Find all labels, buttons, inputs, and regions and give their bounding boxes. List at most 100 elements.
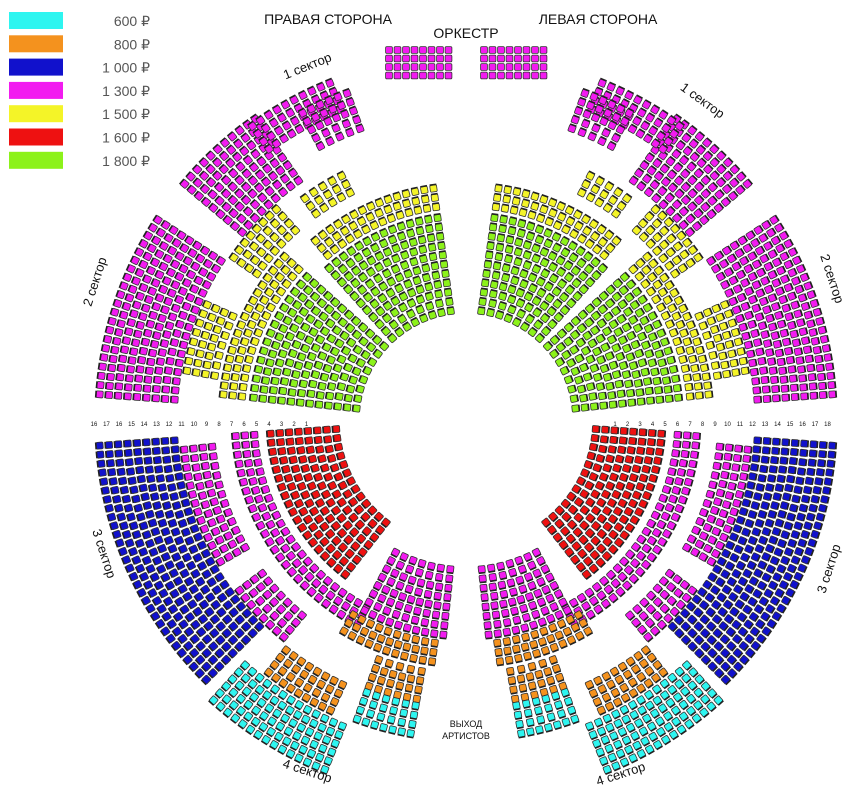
seat[interactable] <box>299 343 310 353</box>
seat[interactable] <box>230 432 240 441</box>
seat[interactable] <box>332 434 342 443</box>
seat[interactable] <box>209 497 219 507</box>
seat[interactable] <box>167 544 178 554</box>
seat[interactable] <box>571 265 582 276</box>
seat[interactable] <box>772 437 781 446</box>
seat[interactable] <box>368 532 380 544</box>
seat[interactable] <box>590 550 601 561</box>
seat[interactable] <box>301 693 312 704</box>
seat[interactable] <box>400 249 410 260</box>
seat[interactable] <box>248 393 258 402</box>
seat[interactable] <box>714 655 725 666</box>
seat[interactable] <box>777 538 788 549</box>
seat[interactable] <box>570 714 580 725</box>
seat[interactable] <box>496 232 506 243</box>
seat[interactable] <box>116 512 126 522</box>
seat[interactable] <box>132 579 143 590</box>
seat[interactable] <box>751 279 762 290</box>
seat[interactable] <box>716 150 727 161</box>
seat[interactable] <box>214 208 226 219</box>
seat[interactable] <box>354 519 365 531</box>
seat[interactable] <box>663 135 674 147</box>
seat[interactable] <box>389 306 400 318</box>
seat[interactable] <box>290 542 301 553</box>
seat[interactable] <box>390 295 401 306</box>
seat[interactable] <box>234 124 245 136</box>
seat[interactable] <box>411 701 420 711</box>
seat[interactable] <box>358 336 369 347</box>
seat[interactable] <box>674 393 684 402</box>
seat[interactable] <box>138 346 148 356</box>
seat[interactable] <box>526 221 536 231</box>
seat[interactable] <box>564 321 575 333</box>
seat[interactable] <box>634 307 646 318</box>
seat[interactable] <box>724 339 735 349</box>
seat[interactable] <box>391 609 401 620</box>
seat[interactable] <box>591 505 602 516</box>
seat[interactable] <box>601 127 612 138</box>
seat[interactable] <box>514 653 523 664</box>
seat[interactable] <box>235 601 246 612</box>
seat[interactable] <box>621 490 633 500</box>
seat[interactable] <box>241 608 252 619</box>
seat[interactable] <box>724 614 735 625</box>
seat[interactable] <box>712 628 724 639</box>
seat[interactable] <box>264 620 275 631</box>
seat[interactable] <box>308 277 320 289</box>
seat[interactable] <box>581 213 592 224</box>
seat[interactable] <box>275 286 286 297</box>
seat[interactable] <box>199 524 210 534</box>
seat[interactable] <box>292 574 304 585</box>
seat[interactable] <box>777 319 787 329</box>
seat[interactable] <box>690 547 701 558</box>
seat[interactable] <box>284 331 295 342</box>
seat[interactable] <box>507 304 517 315</box>
seat[interactable] <box>336 238 348 249</box>
seat[interactable] <box>150 235 161 246</box>
seat[interactable] <box>727 318 738 328</box>
seat[interactable] <box>272 367 282 377</box>
seat[interactable] <box>310 305 321 316</box>
seat[interactable] <box>626 446 636 455</box>
seat[interactable] <box>187 247 198 258</box>
seat[interactable] <box>738 576 749 587</box>
seat[interactable] <box>286 257 297 268</box>
seat[interactable] <box>181 277 192 288</box>
seat[interactable] <box>336 303 347 314</box>
seat[interactable] <box>138 238 149 249</box>
seat[interactable] <box>426 232 436 243</box>
seat[interactable] <box>536 287 547 298</box>
seat[interactable] <box>578 309 589 320</box>
seat[interactable] <box>644 186 655 197</box>
seat[interactable] <box>122 392 132 401</box>
seat[interactable] <box>587 131 598 142</box>
seat[interactable] <box>561 223 572 235</box>
seat[interactable] <box>118 310 129 320</box>
seat[interactable] <box>243 303 254 314</box>
seat[interactable] <box>676 230 687 241</box>
seat[interactable] <box>286 397 296 406</box>
orchestra-seat[interactable] <box>539 46 548 54</box>
seat[interactable] <box>349 209 359 220</box>
seat[interactable] <box>430 619 439 630</box>
seat[interactable] <box>674 666 686 678</box>
seat[interactable] <box>610 426 620 435</box>
seat[interactable] <box>197 309 208 319</box>
seat[interactable] <box>347 353 358 364</box>
seat[interactable] <box>711 263 722 274</box>
seat[interactable] <box>742 604 753 615</box>
seat[interactable] <box>789 503 799 513</box>
seat[interactable] <box>205 176 216 188</box>
seat[interactable] <box>723 156 734 168</box>
seat[interactable] <box>565 284 576 295</box>
seat[interactable] <box>395 560 405 571</box>
seat[interactable] <box>406 297 417 308</box>
orchestra-seat[interactable] <box>402 63 410 71</box>
seat[interactable] <box>502 627 512 638</box>
seat[interactable] <box>549 272 560 284</box>
seat[interactable] <box>597 77 607 88</box>
seat[interactable] <box>239 237 250 248</box>
seat[interactable] <box>249 336 260 347</box>
seat[interactable] <box>261 690 272 701</box>
seat[interactable] <box>285 683 296 694</box>
